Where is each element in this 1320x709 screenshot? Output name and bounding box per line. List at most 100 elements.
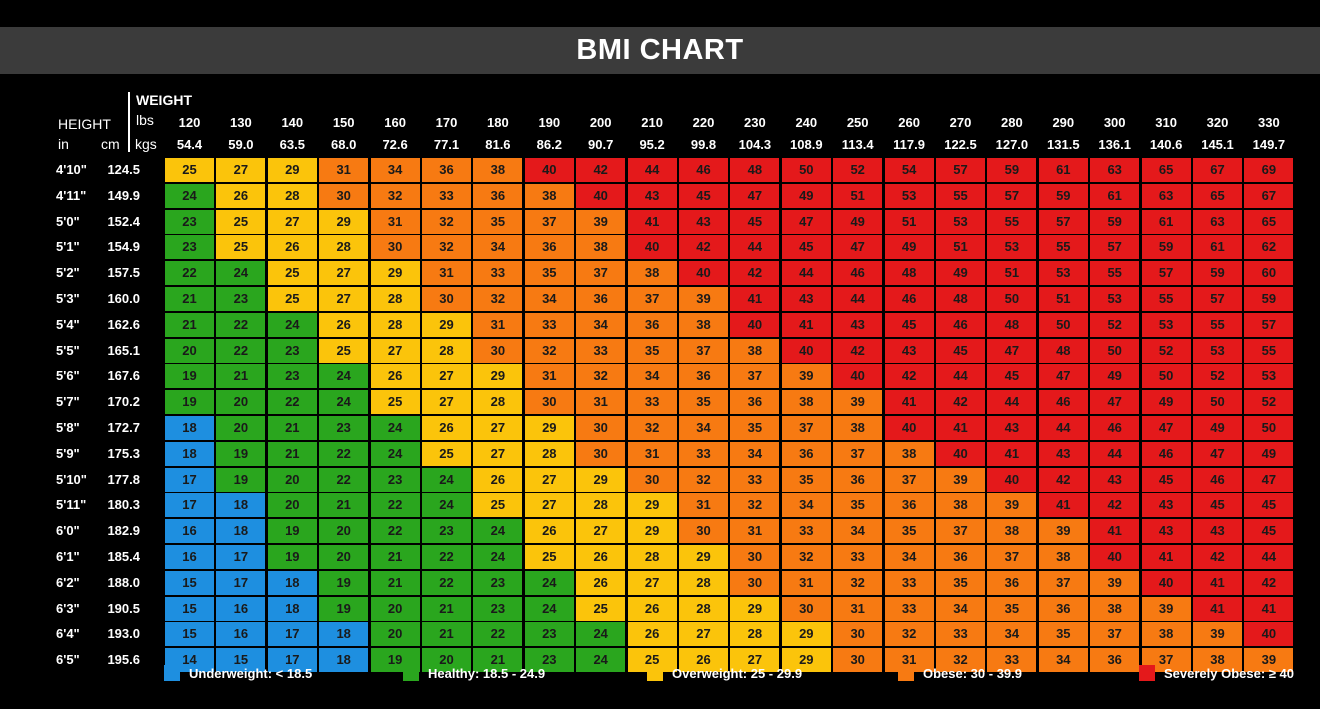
- bmi-cell: 48: [935, 286, 986, 312]
- height-in-label: 4'11": [56, 187, 87, 203]
- bmi-cell: 53: [883, 182, 935, 209]
- height-cm-label: 193.0: [107, 626, 140, 642]
- bmi-cell: 41: [1140, 544, 1192, 570]
- bmi-cell: 16: [215, 621, 267, 648]
- height-in-label: 5'6": [56, 368, 80, 384]
- bmi-cell: 29: [523, 415, 575, 441]
- lbs-label: lbs: [136, 112, 154, 128]
- bmi-cell: 32: [626, 415, 678, 441]
- bmi-cell: 34: [832, 518, 884, 545]
- bmi-cell: 36: [729, 389, 781, 416]
- bmi-cell: 26: [626, 595, 678, 622]
- title-bar: BMI CHART: [0, 27, 1320, 74]
- bmi-cell: 46: [1192, 466, 1243, 493]
- bmi-cell: 51: [986, 260, 1038, 287]
- bmi-cell: 48: [883, 260, 935, 287]
- cm-label: cm: [101, 136, 120, 152]
- bmi-cell: 32: [523, 337, 575, 364]
- bmi-cell: 47: [1192, 440, 1243, 467]
- bmi-cell: 39: [780, 363, 832, 390]
- bmi-cell: 25: [164, 157, 215, 183]
- bmi-cell: 31: [523, 363, 575, 390]
- bmi-cell: 31: [369, 208, 421, 235]
- bmi-cell: 20: [318, 544, 370, 570]
- bmi-cell: 57: [935, 157, 986, 183]
- bmi-cell: 43: [986, 415, 1038, 441]
- bmi-cell: 41: [1089, 518, 1141, 545]
- weight-kg-label: 72.6: [382, 137, 408, 152]
- weight-lbs-label: 330: [1258, 115, 1280, 130]
- bmi-cell: 59: [1243, 286, 1295, 312]
- weight-kg-label: 136.1: [1098, 137, 1131, 152]
- bmi-cell: 52: [1140, 337, 1192, 364]
- bmi-cell: 23: [369, 466, 421, 493]
- bmi-cell: 21: [369, 544, 421, 570]
- bmi-cell: 40: [1140, 569, 1192, 596]
- page-title: BMI CHART: [576, 34, 744, 66]
- bmi-cell: 25: [421, 440, 472, 467]
- bmi-cell: 25: [266, 286, 318, 312]
- bmi-cell: 22: [318, 440, 370, 467]
- bmi-cell: 36: [678, 363, 729, 390]
- weight-lbs-label: 210: [641, 115, 663, 130]
- bmi-cell: 29: [318, 208, 370, 235]
- bmi-cell: 40: [935, 440, 986, 467]
- height-in-label: 6'1": [56, 549, 80, 564]
- bmi-cell: 40: [780, 337, 832, 364]
- bmi-cell: 26: [626, 621, 678, 648]
- bmi-cell: 24: [421, 492, 472, 519]
- weight-lbs-label: 140: [281, 115, 304, 130]
- bmi-cell: 60: [1243, 260, 1295, 287]
- bmi-cell: 52: [832, 157, 884, 183]
- bmi-cell: 18: [318, 621, 370, 648]
- bmi-cell: 37: [986, 544, 1038, 570]
- height-in-label: 5'4": [56, 316, 80, 332]
- bmi-cell: 42: [678, 234, 729, 261]
- bmi-cell: 47: [1140, 415, 1192, 441]
- bmi-cell: 30: [729, 544, 781, 570]
- height-in-label: 6'2": [56, 574, 80, 590]
- bmi-cell: 34: [780, 492, 832, 519]
- bmi-cell: 38: [780, 389, 832, 416]
- bmi-cell: 30: [575, 440, 627, 467]
- bmi-cell: 26: [575, 569, 627, 596]
- bmi-cell: 42: [575, 157, 627, 183]
- bmi-cell: 30: [318, 182, 370, 209]
- bmi-cell: 57: [1037, 208, 1089, 235]
- height-cm-label: 170.2: [107, 394, 140, 410]
- bmi-cell: 54: [883, 157, 935, 183]
- bmi-cell: 33: [472, 260, 524, 287]
- bmi-cell: 46: [1037, 389, 1089, 416]
- bmi-cell: 65: [1192, 182, 1243, 209]
- bmi-cell: 63: [1140, 182, 1192, 209]
- bmi-cell: 40: [523, 157, 575, 183]
- bmi-cell: 45: [986, 363, 1038, 390]
- bmi-cell: 39: [1140, 595, 1192, 622]
- bmi-cell: 32: [678, 466, 729, 493]
- bmi-cell: 21: [421, 621, 472, 648]
- bmi-cell: 42: [935, 389, 986, 416]
- height-in-label: 5'11": [56, 497, 87, 513]
- bmi-cell: 37: [1089, 621, 1141, 648]
- bmi-cell: 19: [266, 518, 318, 545]
- bmi-cell: 32: [780, 544, 832, 570]
- bmi-cell: 28: [369, 286, 421, 312]
- bmi-cell: 24: [575, 621, 627, 648]
- bmi-cell: 25: [266, 260, 318, 287]
- bmi-cell: 40: [729, 311, 781, 338]
- bmi-cell: 44: [1089, 440, 1141, 467]
- bmi-cell: 32: [575, 363, 627, 390]
- bmi-cell: 18: [266, 595, 318, 622]
- bmi-cell: 33: [935, 621, 986, 648]
- bmi-cell: 49: [883, 234, 935, 261]
- bmi-cell: 27: [678, 621, 729, 648]
- bmi-cell: 28: [729, 621, 781, 648]
- bmi-cell: 39: [935, 466, 986, 493]
- bmi-cell: 34: [575, 311, 627, 338]
- bmi-cell: 41: [626, 208, 678, 235]
- bmi-cell: 35: [678, 389, 729, 416]
- bmi-cell: 40: [626, 234, 678, 261]
- bmi-cell: 31: [472, 311, 524, 338]
- bmi-cell: 18: [266, 569, 318, 596]
- bmi-cell: 45: [678, 182, 729, 209]
